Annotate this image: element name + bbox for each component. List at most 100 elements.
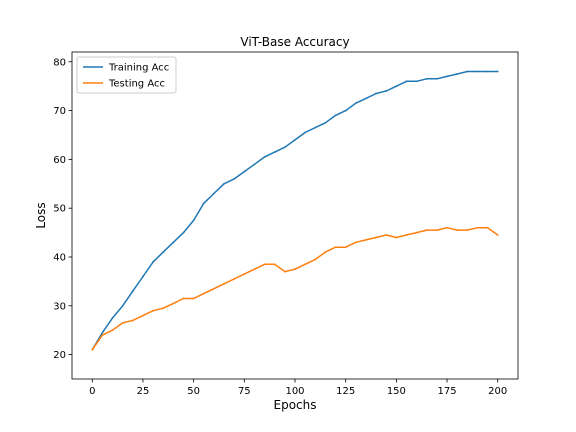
y-tick-label: 60 [53,155,66,166]
training-acc-point [304,131,306,134]
y-tick-label: 40 [53,252,66,263]
testing-acc-point [91,348,94,351]
testing-acc-point [334,246,337,249]
testing-acc-point [486,226,489,229]
x-tick-label: 175 [437,386,456,397]
training-acc-point [253,163,256,166]
testing-acc-point [304,263,306,266]
testing-acc-point [436,229,438,232]
y-axis: 20 30 40 50 60 70 80 [53,57,72,361]
training-acc-point [213,192,215,195]
testing-acc-point [111,329,114,332]
training-acc-point [223,182,225,185]
plot-frame [71,51,519,380]
training-acc-point [284,146,286,149]
x-tick-label: 25 [137,386,150,397]
testing-acc-point [223,282,225,285]
training-acc-point [101,331,104,334]
testing-acc-points [91,226,499,351]
training-acc-legend-label: Training Acc [108,63,169,74]
testing-acc-point [121,322,124,324]
x-tick-label: 50 [187,386,200,397]
training-acc-point [344,109,347,112]
testing-acc-point [344,246,347,249]
x-tick-label: 125 [336,386,355,397]
testing-acc-point [446,226,448,229]
training-acc-line [91,70,498,351]
training-acc-point [162,251,165,254]
y-tick-label: 20 [53,350,66,361]
training-acc-point [476,70,479,73]
testing-acc-point [284,270,286,273]
training-acc-point [496,70,499,73]
training-acc-point [385,90,388,92]
testing-acc-point [425,229,428,232]
training-acc-point [192,219,195,222]
testing-acc-point [263,263,266,266]
training-acc-point [334,114,337,117]
x-tick-label: 0 [89,386,95,397]
testing-acc-line [91,226,499,351]
training-acc-point [456,73,459,75]
testing-acc-point [202,292,205,295]
training-acc-point [446,75,448,78]
training-acc-point [395,85,398,88]
y-tick-label: 30 [53,301,66,312]
testing-acc-point [152,309,155,312]
training-acc-point [415,80,418,83]
testing-acc-point [496,234,499,236]
training-acc-point [314,126,317,129]
testing-acc-point [385,234,388,236]
testing-acc-point [243,273,246,275]
training-acc-point [172,241,175,244]
y-tick-label: 50 [53,204,66,215]
chart-title: ViT-Base Accuracy [240,35,349,49]
training-acc-point [111,317,114,319]
legend: Training Acc Testing Acc [76,56,177,94]
testing-acc-point [405,234,408,236]
training-acc-point [243,170,246,173]
testing-acc-point [273,263,276,266]
training-acc-point [152,261,155,263]
training-acc-point [466,70,469,73]
testing-acc-point [456,229,459,232]
testing-acc-point [476,226,479,229]
testing-acc-legend-label: Testing Acc [108,79,165,90]
training-acc-point [375,92,377,95]
testing-acc-point [375,236,377,239]
testing-acc-point [213,287,215,290]
x-tick-label: 100 [285,386,304,397]
testing-acc-point [233,278,236,280]
x-tick-label: 150 [387,386,406,397]
testing-acc-point [131,319,134,322]
series-lines [91,70,499,351]
x-axis-label: Epochs [274,398,317,412]
training-acc-point [142,275,144,278]
training-acc-points [91,70,499,351]
training-acc-point [486,70,489,73]
testing-acc-point [314,258,317,261]
testing-acc-point [365,239,367,241]
training-acc-point [294,139,296,141]
legend-box [76,56,177,94]
training-acc-point [263,156,266,158]
testing-acc-point [466,229,469,232]
testing-acc-point [162,307,165,310]
x-tick-label: 75 [238,386,251,397]
testing-acc-point [324,251,327,254]
training-acc-point [273,151,276,154]
testing-acc-point [101,334,104,336]
testing-acc-point [415,231,418,234]
x-axis: 0 25 50 75 100 125 150 175 200 [89,379,507,397]
x-tick-label: 200 [488,386,507,397]
testing-acc-point [142,314,144,317]
training-acc-point [365,97,367,100]
training-acc-point [405,80,408,83]
training-acc-point [324,121,327,124]
training-acc-point [182,231,185,234]
testing-acc-point [354,241,357,244]
testing-acc-point [192,297,195,300]
y-tick-label: 80 [53,57,66,68]
